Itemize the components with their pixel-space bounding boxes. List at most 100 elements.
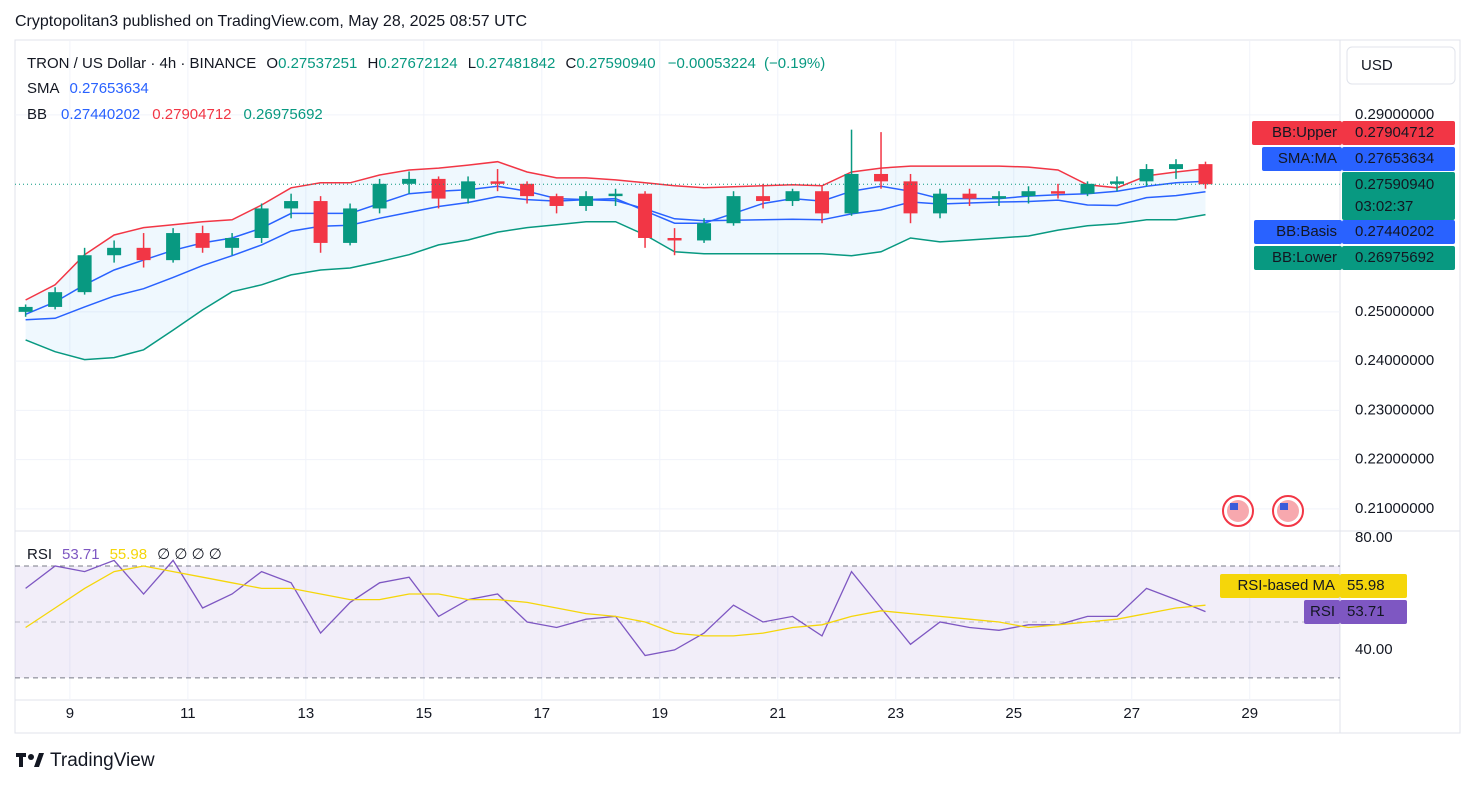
x-tick-label: 19 xyxy=(651,705,668,722)
candle-body xyxy=(1080,183,1095,194)
symbol: TRON / US Dollar · 4h · BINANCE xyxy=(27,55,256,72)
x-tick-label: 13 xyxy=(297,705,314,722)
tag-value: 0.26975692 xyxy=(1355,249,1434,266)
tag-name-box xyxy=(1254,246,1342,270)
x-tick-label: 27 xyxy=(1123,705,1140,722)
close-key: C xyxy=(566,55,577,72)
change-percent: (−0.19%) xyxy=(764,55,825,72)
candle-body xyxy=(1139,169,1154,182)
candle-body xyxy=(136,247,151,261)
candle-body xyxy=(1110,181,1125,184)
tag-value: 55.98 xyxy=(1347,577,1385,594)
candle-body xyxy=(372,183,387,209)
candle-body xyxy=(402,178,417,184)
tag-value: 0.27904712 xyxy=(1355,124,1434,141)
countdown: 03:02:37 xyxy=(1355,198,1413,215)
tag-name-box xyxy=(1254,220,1342,244)
candle-body xyxy=(48,292,63,307)
tag-value: 0.27653634 xyxy=(1355,150,1434,167)
legend-bb: BB 0.27440202 0.27904712 0.26975692 xyxy=(27,106,323,123)
rsi-extra: ∅ ∅ ∅ ∅ xyxy=(157,546,222,563)
candle-body xyxy=(1168,164,1183,170)
rsi-line xyxy=(25,565,1206,637)
frame xyxy=(14,39,1461,734)
published-line: Cryptopolitan3 published on TradingView.… xyxy=(15,13,527,30)
candle-body xyxy=(638,193,653,238)
rsi-key: RSI xyxy=(27,546,52,563)
sma-value: 0.27653634 xyxy=(70,80,149,97)
y-tick-label: 0.21000000 xyxy=(1355,500,1434,517)
tag-name-box xyxy=(1262,147,1342,171)
tag-value-box xyxy=(1342,147,1455,171)
sma-key: SMA xyxy=(27,80,60,97)
candle-body xyxy=(608,193,623,197)
candle-body xyxy=(697,223,712,241)
candle-body xyxy=(903,181,918,214)
tag-name: RSI xyxy=(1310,603,1335,620)
candle-body xyxy=(431,178,446,199)
candle-body xyxy=(343,208,358,243)
bb-key: BB xyxy=(27,106,47,123)
event-flag xyxy=(1272,495,1304,527)
candle-body xyxy=(107,247,122,256)
candle-body xyxy=(461,181,476,199)
bb-basis-value: 0.27440202 xyxy=(61,106,140,123)
candle-body xyxy=(18,306,33,312)
candle-body xyxy=(1021,191,1036,197)
x-tick-label: 11 xyxy=(180,705,196,722)
candle-body xyxy=(844,173,859,214)
event-flag xyxy=(1222,495,1254,527)
rsi-value: 53.71 xyxy=(62,546,100,563)
tag-value-box xyxy=(1342,220,1455,244)
x-tick-label: 15 xyxy=(415,705,432,722)
last-price-label: 0.27590940 xyxy=(1355,176,1434,193)
x-tick-label: 9 xyxy=(66,705,74,722)
candle-body xyxy=(254,208,269,238)
candle-body xyxy=(284,201,299,209)
bb-upper-value: 0.27904712 xyxy=(152,106,231,123)
candle-body xyxy=(1051,191,1066,194)
currency-label[interactable]: USD xyxy=(1361,57,1393,74)
overlay-line xyxy=(25,213,1206,361)
tag-value-box xyxy=(1340,574,1407,598)
candle-body xyxy=(1198,164,1213,185)
tag-name-box xyxy=(1304,600,1340,624)
candle-body xyxy=(992,196,1007,199)
tag-name: SMA:MA xyxy=(1278,150,1337,167)
candle-body xyxy=(195,233,210,248)
y-tick-label: 0.23000000 xyxy=(1355,401,1434,418)
tag-value-box xyxy=(1342,246,1455,270)
change-value: −0.00053224 xyxy=(668,55,756,72)
y-tick-label: 0.25000000 xyxy=(1355,303,1434,320)
high-value: 0.27672124 xyxy=(378,55,457,72)
candle-body xyxy=(667,237,682,241)
candle-body xyxy=(520,183,535,197)
currency-button[interactable] xyxy=(1346,46,1456,85)
y-tick-label: 0.29000000 xyxy=(1355,106,1434,123)
tag-value: 0.27440202 xyxy=(1355,223,1434,240)
candle-body xyxy=(756,196,771,202)
candle-body xyxy=(166,233,181,261)
tag-name-box xyxy=(1252,121,1342,145)
overlay-line xyxy=(25,160,1206,301)
tag-name-box xyxy=(1220,574,1340,598)
high-key: H xyxy=(367,55,378,72)
brand-logo xyxy=(16,753,44,767)
x-tick-label: 29 xyxy=(1241,705,1258,722)
low-value: 0.27481842 xyxy=(476,55,555,72)
x-tick-label: 25 xyxy=(1005,705,1022,722)
tag-name: BB:Basis xyxy=(1276,223,1337,240)
y-tick-label: 40.00 xyxy=(1355,641,1393,658)
y-tick-label: 80.00 xyxy=(1355,529,1393,546)
tag-name: RSI-based MA xyxy=(1237,577,1335,594)
legend-ohlc: TRON / US Dollar · 4h · BINANCE O0.27537… xyxy=(27,55,825,72)
tag-value-box xyxy=(1342,121,1455,145)
open-key: O xyxy=(266,55,278,72)
candle-body xyxy=(579,196,594,206)
candle-body xyxy=(225,237,240,248)
tag-name: BB:Upper xyxy=(1272,124,1337,141)
tag-value: 53.71 xyxy=(1347,603,1385,620)
bb-lower-value: 0.26975692 xyxy=(244,106,323,123)
